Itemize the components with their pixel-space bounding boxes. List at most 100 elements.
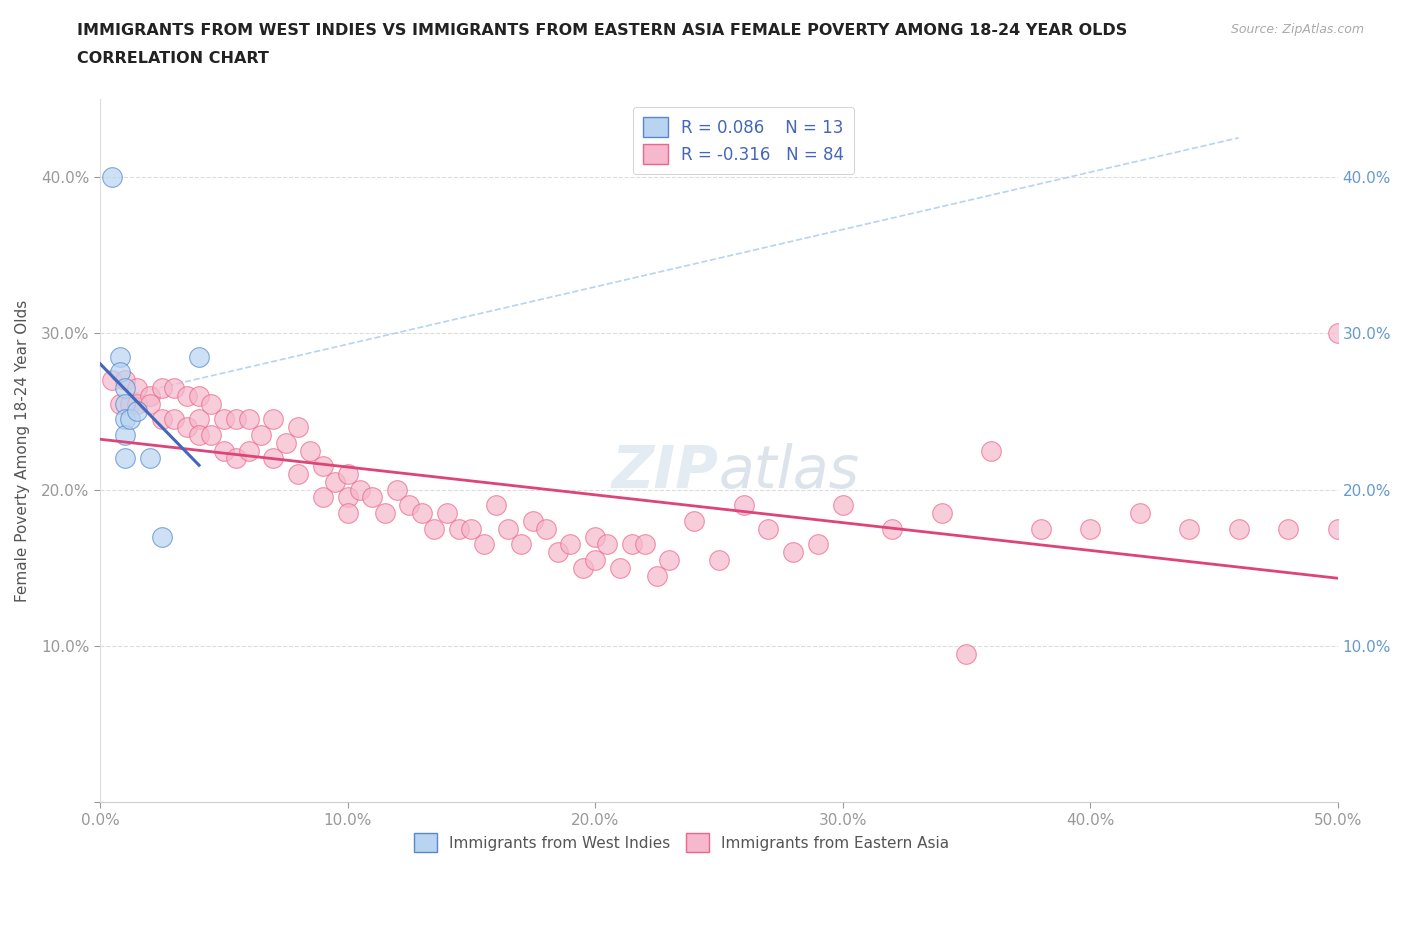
Text: ZIP: ZIP — [612, 444, 718, 500]
Point — [225, 451, 247, 466]
Point — [127, 404, 149, 418]
Point — [385, 482, 408, 497]
Point — [756, 522, 779, 537]
Point — [176, 389, 198, 404]
Point — [1178, 522, 1201, 537]
Point — [150, 412, 173, 427]
Point — [955, 646, 977, 661]
Point — [534, 522, 557, 537]
Point — [238, 412, 260, 427]
Point — [312, 458, 335, 473]
Point — [831, 498, 853, 512]
Point — [782, 545, 804, 560]
Point — [436, 506, 458, 521]
Point — [423, 522, 446, 537]
Point — [733, 498, 755, 512]
Point — [1078, 522, 1101, 537]
Point — [101, 169, 124, 184]
Point — [127, 396, 149, 411]
Point — [299, 443, 322, 458]
Point — [485, 498, 508, 512]
Point — [108, 350, 131, 365]
Point — [509, 537, 531, 551]
Point — [163, 380, 186, 395]
Point — [583, 552, 606, 567]
Point — [262, 451, 284, 466]
Point — [176, 419, 198, 434]
Point — [200, 396, 222, 411]
Point — [658, 552, 681, 567]
Point — [683, 513, 706, 528]
Point — [323, 474, 346, 489]
Y-axis label: Female Poverty Among 18-24 Year Olds: Female Poverty Among 18-24 Year Olds — [15, 299, 30, 602]
Point — [498, 522, 520, 537]
Point — [287, 467, 309, 482]
Text: atlas: atlas — [718, 444, 860, 500]
Point — [188, 389, 211, 404]
Point — [138, 396, 160, 411]
Point — [522, 513, 544, 528]
Point — [250, 428, 273, 443]
Point — [312, 490, 335, 505]
Point — [188, 428, 211, 443]
Point — [118, 396, 141, 411]
Point — [349, 482, 371, 497]
Point — [596, 537, 619, 551]
Point — [188, 350, 211, 365]
Point — [398, 498, 420, 512]
Point — [150, 380, 173, 395]
Point — [238, 443, 260, 458]
Point — [200, 428, 222, 443]
Point — [361, 490, 384, 505]
Point — [212, 443, 235, 458]
Point — [1277, 522, 1299, 537]
Point — [212, 412, 235, 427]
Point — [108, 365, 131, 379]
Point — [1029, 522, 1052, 537]
Point — [114, 380, 136, 395]
Point — [336, 490, 359, 505]
Point — [114, 451, 136, 466]
Point — [931, 506, 953, 521]
Point — [336, 506, 359, 521]
Point — [101, 373, 124, 388]
Point — [547, 545, 569, 560]
Point — [114, 396, 136, 411]
Point — [1129, 506, 1152, 521]
Point — [336, 467, 359, 482]
Point — [621, 537, 644, 551]
Point — [163, 412, 186, 427]
Point — [645, 568, 668, 583]
Point — [880, 522, 903, 537]
Point — [287, 419, 309, 434]
Point — [188, 412, 211, 427]
Point — [980, 443, 1002, 458]
Point — [583, 529, 606, 544]
Point — [138, 389, 160, 404]
Point — [114, 412, 136, 427]
Text: Source: ZipAtlas.com: Source: ZipAtlas.com — [1230, 23, 1364, 36]
Point — [609, 561, 631, 576]
Point — [1227, 522, 1250, 537]
Point — [274, 435, 297, 450]
Point — [374, 506, 396, 521]
Point — [411, 506, 433, 521]
Point — [118, 412, 141, 427]
Point — [262, 412, 284, 427]
Point — [114, 428, 136, 443]
Point — [114, 373, 136, 388]
Point — [150, 529, 173, 544]
Text: CORRELATION CHART: CORRELATION CHART — [77, 51, 269, 66]
Point — [138, 451, 160, 466]
Point — [127, 380, 149, 395]
Point — [571, 561, 593, 576]
Legend: Immigrants from West Indies, Immigrants from Eastern Asia: Immigrants from West Indies, Immigrants … — [408, 827, 955, 858]
Point — [460, 522, 482, 537]
Text: IMMIGRANTS FROM WEST INDIES VS IMMIGRANTS FROM EASTERN ASIA FEMALE POVERTY AMONG: IMMIGRANTS FROM WEST INDIES VS IMMIGRANT… — [77, 23, 1128, 38]
Point — [472, 537, 495, 551]
Point — [707, 552, 730, 567]
Point — [108, 396, 131, 411]
Point — [225, 412, 247, 427]
Point — [447, 522, 470, 537]
Point — [633, 537, 655, 551]
